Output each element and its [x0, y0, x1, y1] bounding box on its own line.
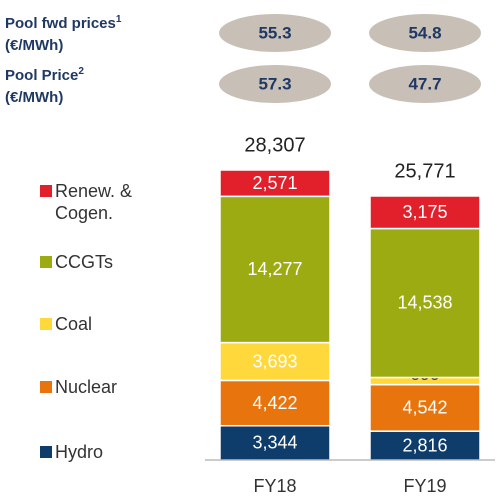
footnote-mark: 2: [78, 66, 84, 77]
value-label: 3,175: [402, 202, 447, 222]
price-row-label: Pool fwd prices1 (€/MWh): [5, 9, 121, 57]
price-oval: [219, 65, 331, 103]
price-value: 54.8: [408, 23, 441, 42]
bar-segment: [219, 169, 331, 198]
price-oval: [369, 65, 481, 103]
bar-segment: [369, 383, 481, 432]
legend-item: Nuclear: [40, 376, 165, 398]
bar-segment: [219, 341, 331, 382]
legend-label: CCGTs: [55, 252, 113, 272]
legend-swatch: [40, 381, 52, 393]
bar-segment: [369, 227, 481, 379]
legend-label: Coal: [55, 314, 93, 334]
row-label: Pool fwd prices: [5, 15, 116, 32]
value-label: 14,277: [247, 259, 302, 279]
value-label: 4,542: [402, 398, 447, 418]
price-value: 55.3: [258, 23, 291, 42]
footnote-mark: 1: [115, 14, 122, 25]
price-value: 47.7: [408, 74, 441, 93]
price-oval: [219, 14, 331, 52]
legend-item: Hydro: [40, 441, 165, 463]
legend-item: Coal: [40, 313, 165, 335]
legend-item: CCGTs: [40, 251, 165, 273]
x-tick-label: FY19: [403, 476, 446, 496]
total-label: 25,771: [394, 160, 455, 182]
total-label: 28,307: [244, 134, 305, 156]
legend-swatch: [40, 185, 52, 197]
value-label: 3,693: [252, 351, 297, 371]
price-row-label: Pool Price2 (€/MWh): [5, 61, 84, 109]
x-tick-label: FY18: [253, 476, 296, 496]
bar-segment: [219, 195, 331, 344]
value-label: 3,344: [252, 433, 297, 453]
price-oval: [369, 14, 481, 52]
bar-segment: [219, 379, 331, 427]
legend-label: Hydro: [55, 442, 104, 462]
row-label: Pool Price: [5, 67, 79, 84]
value-label: 14,538: [397, 293, 452, 313]
price-value: 57.3: [258, 74, 291, 93]
row-unit: (€/MWh): [5, 89, 64, 106]
legend-item: Renew. & Cogen.: [40, 180, 165, 224]
legend-label: Nuclear: [55, 377, 118, 397]
value-label: 4,422: [252, 393, 297, 413]
legend-swatch: [40, 256, 52, 268]
legend-swatch: [40, 446, 52, 458]
value-label: 2,571: [252, 173, 297, 193]
bar-segment: [369, 195, 481, 230]
legend-swatch: [40, 318, 52, 330]
row-unit: (€/MWh): [5, 37, 64, 54]
value-label: 2,816: [402, 435, 447, 455]
legend-label: Renew. & Cogen.: [55, 181, 133, 223]
